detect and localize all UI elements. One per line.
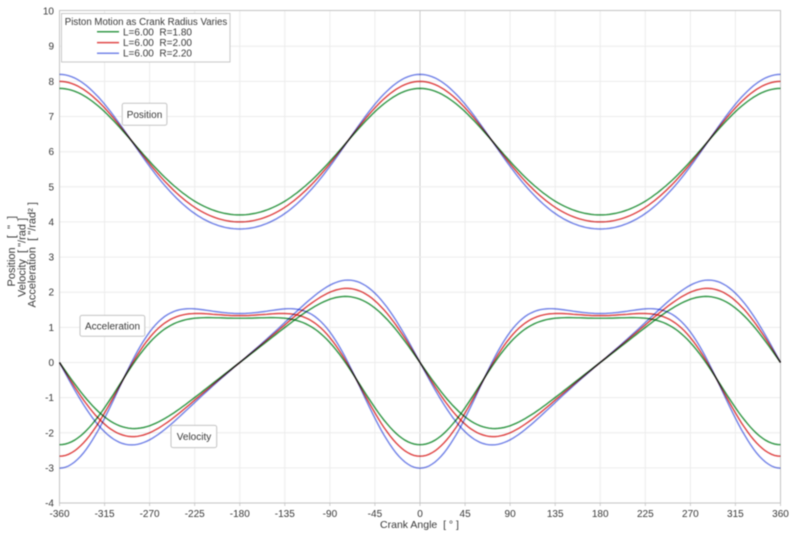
svg-text:-45: -45 [368, 509, 383, 520]
svg-text:10: 10 [43, 7, 55, 18]
svg-text:L=6.00 R=2.20: L=6.00 R=2.20 [123, 49, 192, 60]
svg-text:270: 270 [682, 509, 699, 520]
svg-text:L=6.00 R=1.80: L=6.00 R=1.80 [123, 27, 192, 38]
svg-text:90: 90 [505, 509, 517, 520]
svg-text:-270: -270 [140, 509, 160, 520]
svg-text:45: 45 [460, 509, 472, 520]
svg-text:-90: -90 [323, 509, 338, 520]
svg-text:Position [ " ]: Position [ " ] [6, 216, 18, 287]
svg-text:Position: Position [127, 110, 163, 121]
svg-text:135: 135 [547, 509, 564, 520]
svg-text:Acceleration: Acceleration [85, 321, 140, 332]
svg-text:8: 8 [48, 77, 54, 88]
svg-text:7: 7 [48, 112, 54, 123]
svg-text:360: 360 [772, 509, 789, 520]
svg-text:-360: -360 [49, 509, 69, 520]
svg-text:L=6.00 R=2.00: L=6.00 R=2.00 [123, 38, 192, 49]
svg-text:-315: -315 [95, 509, 115, 520]
svg-text:-135: -135 [275, 509, 295, 520]
svg-text:6: 6 [48, 147, 54, 158]
svg-text:5: 5 [48, 182, 54, 193]
svg-text:0: 0 [417, 509, 423, 520]
svg-text:-4: -4 [45, 499, 54, 510]
svg-text:Crank Angle [ ° ]: Crank Angle [ ° ] [380, 519, 459, 531]
svg-text:2: 2 [48, 288, 54, 299]
svg-text:-3: -3 [45, 463, 54, 474]
svg-text:-180: -180 [230, 509, 250, 520]
svg-text:225: 225 [637, 509, 654, 520]
svg-text:180: 180 [592, 509, 609, 520]
svg-text:0: 0 [48, 358, 54, 369]
svg-text:9: 9 [48, 42, 54, 53]
svg-text:3: 3 [48, 253, 54, 264]
svg-text:4: 4 [48, 217, 54, 228]
svg-text:-225: -225 [185, 509, 205, 520]
svg-text:Piston Motion as Crank Radius: Piston Motion as Crank Radius Varies [65, 17, 228, 28]
svg-text:Acceleration [ "/rad² ]: Acceleration [ "/rad² ] [27, 202, 39, 307]
svg-text:315: 315 [727, 509, 744, 520]
svg-text:Velocity: Velocity [177, 432, 211, 443]
svg-text:1: 1 [48, 323, 54, 334]
svg-text:Velocity [ "/rad ]: Velocity [ "/rad ] [16, 218, 28, 297]
svg-text:-1: -1 [45, 393, 54, 404]
svg-text:-2: -2 [45, 428, 54, 439]
